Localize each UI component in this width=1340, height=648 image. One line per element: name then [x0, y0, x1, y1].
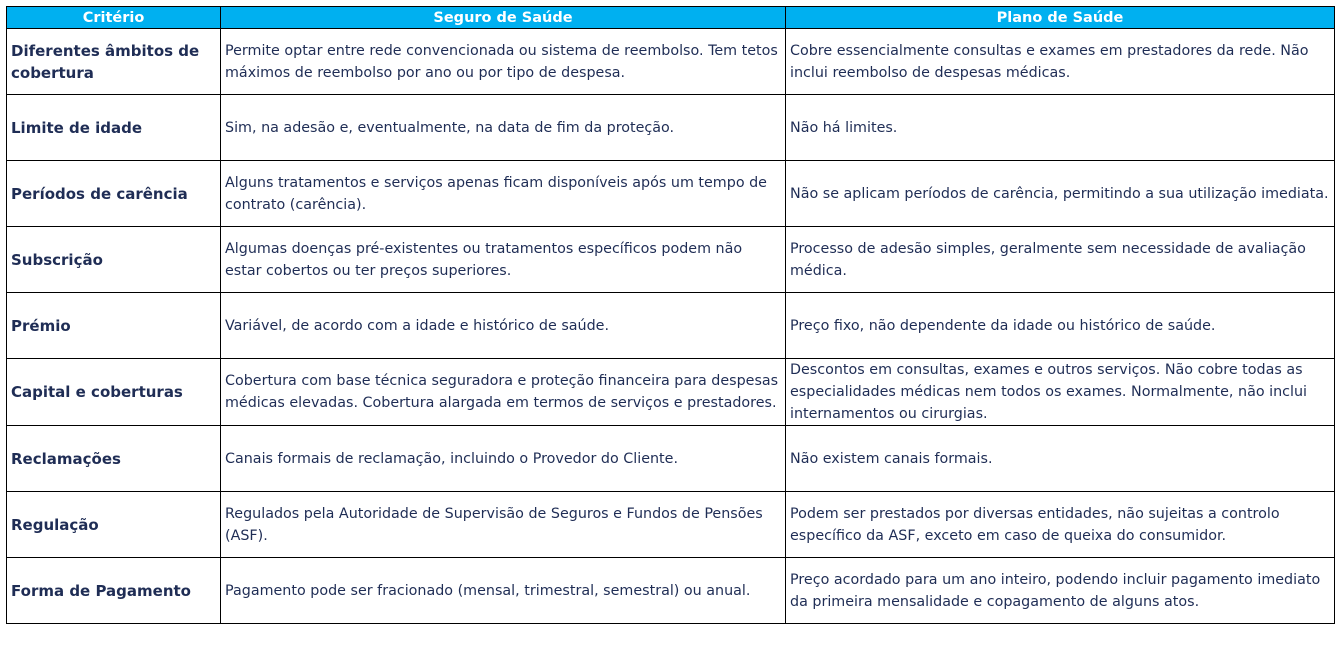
plano-cell: Processo de adesão simples, geralmente s…	[785, 226, 1335, 293]
header-criterio: Critério	[6, 6, 221, 29]
criterion-cell: Reclamações	[6, 425, 221, 492]
table-row: Limite de idade Sim, na adesão e, eventua…	[6, 94, 1335, 161]
table-row: Períodos de carência Alguns tratamentos e…	[6, 160, 1335, 227]
header-row: Critério Seguro de Saúde Plano de Saúde	[6, 6, 1335, 29]
plano-cell: Não há limites.	[785, 94, 1335, 161]
seguro-cell: Canais formais de reclamação, incluindo …	[220, 425, 786, 492]
criterion-cell: Regulação	[6, 491, 221, 558]
criterion-cell: Prémio	[6, 292, 221, 359]
table-row: Diferentes âmbitos de cobertura Permite o…	[6, 28, 1335, 95]
criterion-cell: Períodos de carência	[6, 160, 221, 227]
plano-cell: Cobre essencialmente consultas e exames …	[785, 28, 1335, 95]
table-row: Capital e coberturas Cobertura com base t…	[6, 358, 1335, 426]
seguro-cell: Pagamento pode ser fracionado (mensal, t…	[220, 557, 786, 624]
seguro-cell: Alguns tratamentos e serviços apenas fic…	[220, 160, 786, 227]
table-row: Subscrição Algumas doenças pré-existentes…	[6, 226, 1335, 293]
seguro-cell: Regulados pela Autoridade de Supervisão …	[220, 491, 786, 558]
seguro-cell: Algumas doenças pré-existentes ou tratam…	[220, 226, 786, 293]
plano-cell: Não se aplicam períodos de carência, per…	[785, 160, 1335, 227]
plano-cell: Preço acordado para um ano inteiro, pode…	[785, 557, 1335, 624]
criterion-cell: Subscrição	[6, 226, 221, 293]
header-plano: Plano de Saúde	[785, 6, 1335, 29]
seguro-cell: Permite optar entre rede convencionada o…	[220, 28, 786, 95]
table-body: Diferentes âmbitos de cobertura Permite o…	[6, 28, 1335, 624]
seguro-cell: Variável, de acordo com a idade e histór…	[220, 292, 786, 359]
seguro-cell: Cobertura com base técnica seguradora e …	[220, 358, 786, 426]
criterion-cell: Diferentes âmbitos de cobertura	[6, 28, 221, 95]
table-row: Reclamações Canais formais de reclamação,…	[6, 425, 1335, 492]
seguro-cell: Sim, na adesão e, eventualmente, na data…	[220, 94, 786, 161]
criterion-cell: Forma de Pagamento	[6, 557, 221, 624]
table-row: Regulação Regulados pela Autoridade de Su…	[6, 491, 1335, 558]
table-row: Forma de Pagamento Pagamento pode ser fra…	[6, 557, 1335, 624]
table-row: Prémio Variável, de acordo com a idade e …	[6, 292, 1335, 359]
plano-cell: Descontos em consultas, exames e outros …	[785, 358, 1335, 426]
plano-cell: Podem ser prestados por diversas entidad…	[785, 491, 1335, 558]
criterion-cell: Limite de idade	[6, 94, 221, 161]
comparison-table: Critério Seguro de Saúde Plano de Saúde …	[6, 6, 1335, 624]
plano-cell: Preço fixo, não dependente da idade ou h…	[785, 292, 1335, 359]
criterion-cell: Capital e coberturas	[6, 358, 221, 426]
plano-cell: Não existem canais formais.	[785, 425, 1335, 492]
header-seguro: Seguro de Saúde	[220, 6, 786, 29]
